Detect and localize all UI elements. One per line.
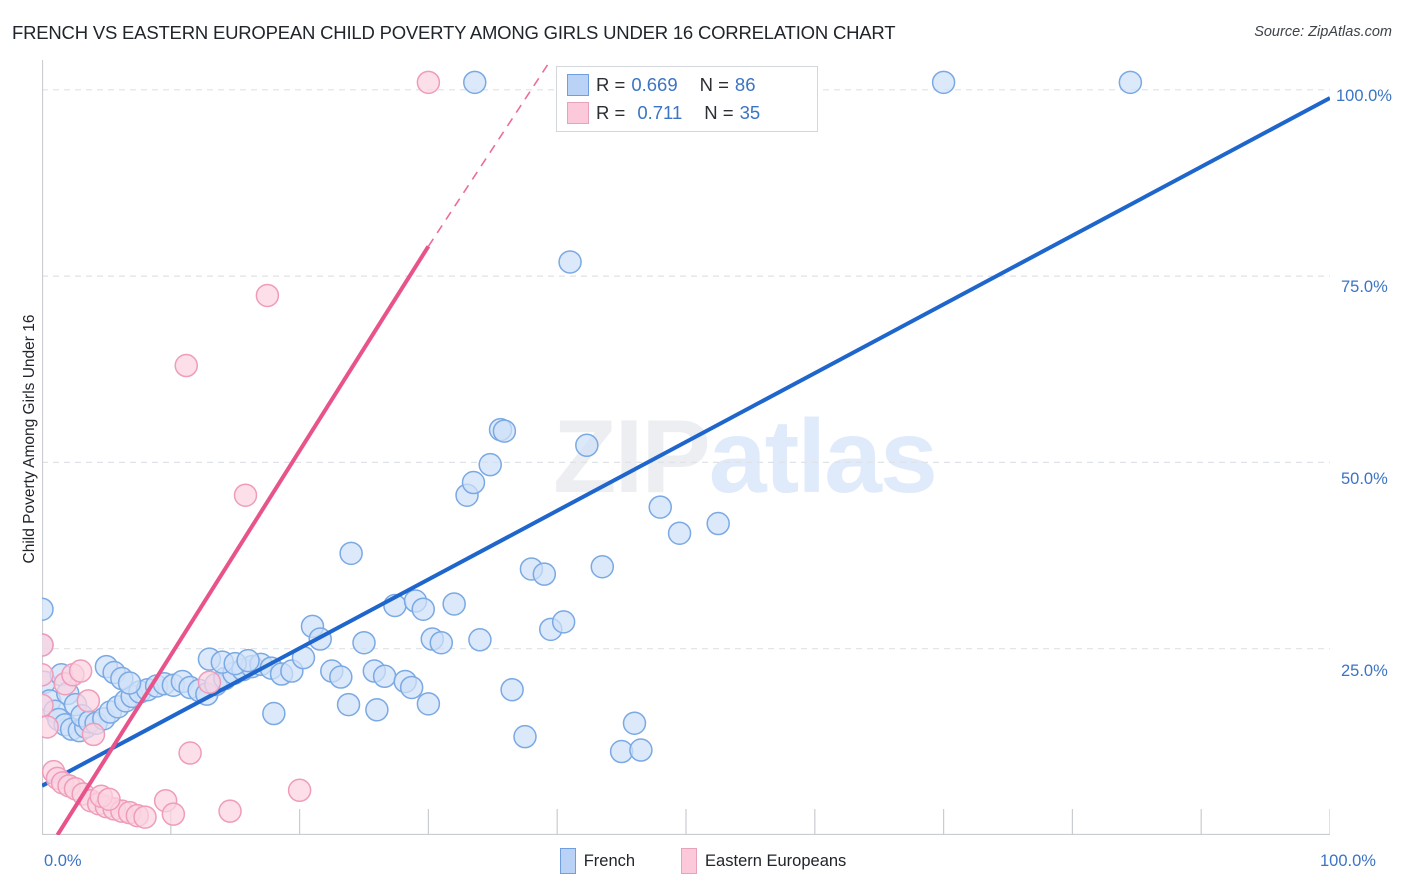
series-french [42, 70, 1330, 788]
data-point[interactable] [42, 633, 54, 657]
data-point[interactable] [68, 659, 93, 683]
data-point[interactable] [416, 70, 441, 95]
data-point[interactable] [416, 692, 441, 716]
data-point[interactable] [931, 70, 956, 95]
data-point[interactable] [117, 671, 142, 695]
source-label: Source: ZipAtlas.com [1254, 24, 1392, 40]
data-point[interactable] [233, 483, 258, 507]
series-eastern-europeans [42, 60, 552, 835]
data-point[interactable] [622, 711, 647, 735]
data-point[interactable] [329, 665, 353, 689]
y-tick-25: 25.0% [1341, 662, 1388, 680]
legend-r-value-french: 0.669 [631, 74, 678, 95]
data-point[interactable] [133, 805, 157, 829]
trendline-french [42, 96, 1330, 788]
data-point[interactable] [372, 664, 397, 689]
y-tick-75: 75.0% [1341, 278, 1388, 296]
y-axis-title: Child Poverty Among Girls Under 16 [21, 314, 38, 564]
data-point[interactable] [575, 433, 599, 458]
data-point[interactable] [399, 675, 424, 700]
data-point[interactable] [365, 698, 389, 722]
data-point[interactable] [1118, 70, 1143, 95]
y-tick-50: 50.0% [1341, 470, 1388, 488]
series-legend-french[interactable]: French [559, 848, 636, 874]
legend-row-french: R = 0.669 N = 86 [567, 71, 756, 99]
series-label-french: French [583, 851, 636, 870]
series-legend-eastern-europeans[interactable]: Eastern Europeans [681, 848, 846, 874]
legend-n-key-french: N = [699, 74, 729, 95]
series-legend: French Eastern Europeans [0, 848, 1406, 874]
data-point[interactable] [558, 250, 582, 274]
data-point[interactable] [532, 562, 557, 586]
data-point[interactable] [76, 689, 101, 713]
legend-n-key-eastern: N = [704, 102, 734, 123]
data-point[interactable] [648, 495, 672, 519]
data-point[interactable] [500, 677, 524, 702]
data-point[interactable] [492, 419, 517, 443]
data-point[interactable] [411, 597, 435, 621]
correlation-legend: R = 0.669 N = 86 R = 0.711 N = 35 [556, 66, 818, 132]
data-point[interactable] [42, 597, 54, 621]
data-point[interactable] [336, 692, 361, 717]
legend-n-value-french: 86 [734, 74, 756, 95]
data-point[interactable] [262, 701, 286, 726]
data-point[interactable] [197, 670, 222, 694]
data-point[interactable] [352, 630, 376, 655]
data-point[interactable] [551, 610, 576, 634]
data-point[interactable] [97, 787, 121, 811]
series-swatch-french [559, 848, 576, 874]
data-point[interactable] [42, 663, 54, 687]
legend-row-eastern-europeans: R = 0.711 N = 35 [567, 99, 760, 127]
data-point[interactable] [667, 521, 692, 545]
legend-r-key-eastern: R = [596, 102, 626, 123]
data-point[interactable] [590, 554, 615, 579]
data-point[interactable] [174, 353, 199, 378]
data-point[interactable] [461, 470, 486, 495]
data-point[interactable] [429, 630, 454, 655]
data-point[interactable] [161, 802, 186, 826]
y-tick-100: 100.0% [1336, 87, 1392, 105]
x-tick-0: 0.0% [44, 852, 82, 870]
data-point[interactable] [629, 738, 653, 762]
data-point[interactable] [236, 648, 260, 673]
data-point[interactable] [468, 628, 492, 652]
scatter-svg [42, 60, 1330, 835]
legend-swatch-eastern-europeans [567, 102, 589, 124]
trendline-dashed-eastern-europeans [427, 60, 552, 247]
series-label-eastern-europeans: Eastern Europeans [705, 851, 847, 870]
data-point[interactable] [42, 693, 54, 718]
data-point[interactable] [463, 70, 487, 95]
data-point[interactable] [339, 541, 363, 566]
data-point[interactable] [218, 799, 242, 823]
data-point[interactable] [478, 452, 502, 477]
data-point[interactable] [81, 722, 106, 747]
data-point[interactable] [178, 741, 202, 765]
legend-r-value-eastern: 0.711 [637, 102, 683, 123]
series-swatch-eastern-europeans [681, 848, 698, 874]
data-point[interactable] [255, 283, 280, 308]
page-title: FRENCH VS EASTERN EUROPEAN CHILD POVERTY… [12, 22, 896, 43]
data-point[interactable] [42, 715, 59, 739]
plot-area [42, 60, 1330, 835]
data-point[interactable] [287, 778, 312, 803]
data-point[interactable] [706, 511, 730, 536]
legend-n-value-eastern: 35 [739, 102, 761, 123]
data-point[interactable] [442, 592, 466, 616]
legend-r-key-french: R = [596, 74, 626, 95]
legend-swatch-french [567, 74, 589, 96]
x-tick-100: 100.0% [1320, 852, 1376, 870]
data-point[interactable] [513, 724, 537, 749]
trendline-eastern-europeans [55, 245, 431, 835]
